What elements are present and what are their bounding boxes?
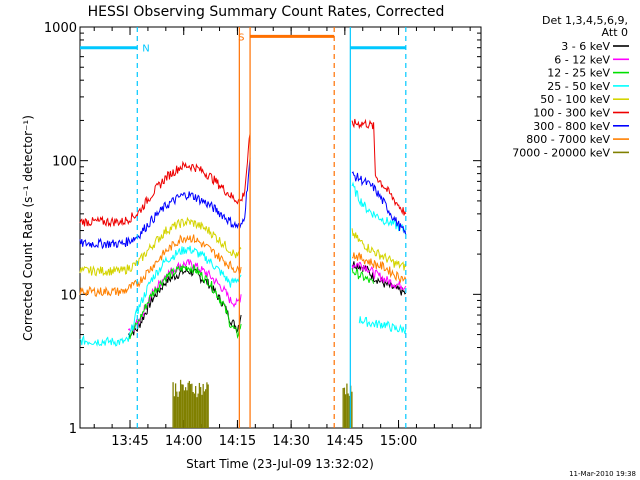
legend-entry-label: 25 - 50 keV [547, 80, 610, 93]
series-6 [79, 157, 407, 250]
series-line [79, 216, 242, 277]
x-axis-label: Start Time (23-Jul-09 13:32:02) [186, 457, 374, 471]
y-axis-label: Corrected Count Rate (s⁻¹ detector⁻¹) [21, 115, 35, 341]
series-line [351, 181, 407, 235]
x-tick-label: 14:30 [272, 434, 309, 449]
series-line [127, 263, 242, 341]
legend-header: Det 1,3,4,5,6,9, [542, 14, 628, 27]
series-line [127, 267, 242, 339]
x-tick-label: 14:15 [219, 434, 256, 449]
y-tick-label: 1 [69, 422, 77, 437]
x-tick-label: 13:45 [111, 434, 148, 449]
y-tick-label: 10 [60, 288, 77, 303]
plot-frame [79, 26, 482, 429]
footer-timestamp: 11-Mar-2010 19:38 [569, 470, 636, 478]
series-line [358, 316, 407, 334]
event-bar-label: N [142, 44, 149, 55]
series-line [351, 252, 407, 284]
series-line [79, 157, 251, 250]
y-tick-label: 100 [52, 155, 77, 170]
legend-entry-label: 300 - 800 keV [533, 120, 610, 133]
series-line [351, 118, 407, 216]
series-5 [79, 118, 407, 228]
chart-title: HESSI Observing Summary Count Rates, Cor… [88, 4, 445, 20]
x-tick-label: 15:00 [380, 434, 417, 449]
series-line [351, 268, 375, 284]
x-tick-label: 14:00 [165, 434, 202, 449]
series-line [351, 171, 407, 235]
legend-entry-label: 50 - 100 keV [540, 93, 610, 106]
legend-header: Att 0 [602, 26, 628, 39]
legend-entry-label: 800 - 7000 keV [526, 133, 610, 146]
y-tick-label: 1000 [44, 21, 77, 36]
legend-entry-label: 100 - 300 keV [533, 107, 610, 120]
series-line [79, 245, 242, 347]
series-2 [127, 263, 375, 341]
series-4 [79, 216, 407, 277]
series-line [351, 228, 407, 271]
series-line [351, 261, 407, 291]
plot-area: 1 10 100 1000 13:45 14:00 14:15 14:30 14:45 15:00… [44, 21, 482, 449]
series-line [79, 133, 251, 228]
series-line [351, 261, 407, 296]
event-bar-label: S [238, 32, 244, 43]
legend-entry-label: 3 - 6 keV [561, 40, 610, 53]
series-8 [172, 379, 353, 428]
legend-entry-label: 12 - 25 keV [547, 67, 610, 80]
x-tick-label: 14:45 [326, 434, 363, 449]
series-7 [79, 234, 407, 298]
series-line [79, 234, 242, 298]
legend-entry-label: 7000 - 20000 keV [512, 146, 610, 159]
legend-entry-label: 6 - 12 keV [554, 53, 610, 66]
